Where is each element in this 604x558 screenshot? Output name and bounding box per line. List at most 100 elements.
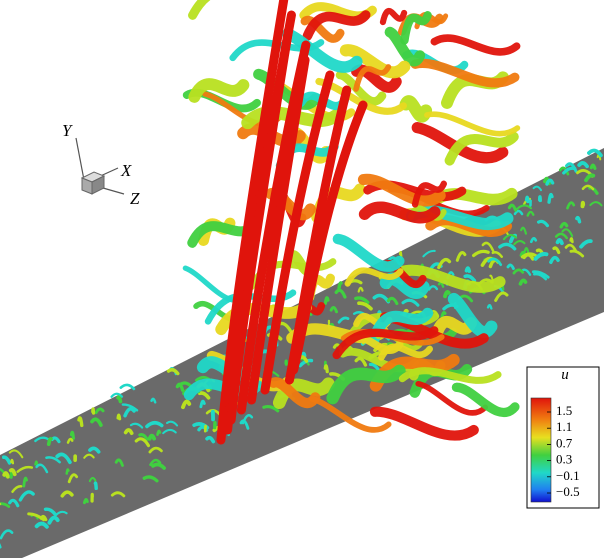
vortex-tube — [444, 131, 519, 166]
small-vortex — [50, 436, 61, 444]
red-streak — [247, 55, 310, 405]
vortex-tube — [282, 28, 363, 73]
small-vortex — [34, 460, 39, 466]
small-vortex — [368, 362, 381, 372]
colorbar-tick-label: 1.5 — [556, 403, 572, 418]
small-vortex — [151, 462, 166, 470]
vortex-tube — [302, 10, 371, 41]
red-streak — [236, 40, 311, 415]
small-vortex — [181, 399, 192, 410]
small-vortex — [1, 455, 12, 465]
small-vortex — [569, 237, 574, 244]
small-vortex — [481, 241, 495, 252]
small-vortex — [35, 463, 49, 474]
small-vortex — [83, 453, 95, 459]
vortex-tube — [344, 267, 404, 287]
small-vortex — [94, 407, 105, 415]
small-vortex — [589, 163, 597, 170]
vortex-tube — [300, 15, 345, 43]
small-vortex — [537, 195, 543, 203]
small-vortex — [123, 428, 134, 435]
vortex-tube — [353, 64, 392, 92]
small-vortex — [357, 301, 373, 311]
small-vortex — [147, 433, 157, 441]
small-vortex — [205, 435, 216, 444]
y-label: Y — [62, 121, 73, 140]
vortex-tube — [379, 7, 408, 26]
small-vortex — [555, 238, 564, 246]
small-vortex — [506, 263, 515, 271]
colorbar: u 1.51.10.7 0.3−0.1−0.5 — [526, 366, 600, 509]
small-vortex — [90, 417, 103, 427]
small-vortex — [16, 465, 34, 473]
vortex-tube — [411, 180, 447, 208]
vortex-tube — [430, 316, 477, 340]
small-vortex — [463, 274, 477, 283]
small-vortex — [337, 316, 350, 324]
small-vortex — [401, 298, 420, 307]
small-vortex — [471, 249, 490, 258]
small-vortex — [443, 290, 451, 299]
small-vortex — [119, 383, 136, 391]
small-vortex — [533, 252, 549, 261]
small-vortex — [323, 296, 330, 305]
small-vortex — [577, 161, 589, 169]
small-vortex — [354, 356, 368, 367]
small-vortex — [558, 166, 570, 176]
small-vortex — [27, 512, 46, 522]
small-vortex — [88, 476, 97, 483]
y-axis — [75, 137, 85, 181]
vortex-tube — [326, 364, 406, 405]
z-label: Z — [130, 189, 140, 208]
small-vortex — [60, 490, 74, 498]
red-streak — [260, 70, 335, 395]
small-vortex — [22, 476, 28, 488]
small-vortex — [554, 232, 568, 240]
small-vortex — [0, 529, 14, 540]
small-vortex — [8, 498, 20, 508]
small-vortex — [11, 485, 23, 494]
vortex-tube — [395, 264, 506, 293]
small-vortex — [552, 246, 561, 255]
colorbar-tick-label: −0.5 — [556, 484, 580, 499]
small-vortex — [199, 399, 206, 409]
small-vortex — [162, 428, 177, 435]
colorbar-tick-label: 0.7 — [556, 435, 573, 450]
small-vortex — [547, 192, 554, 204]
small-vortex — [507, 203, 518, 212]
small-vortex — [77, 416, 84, 428]
small-vortex — [357, 286, 364, 293]
small-vortex — [10, 458, 15, 465]
small-vortex — [569, 249, 585, 258]
small-vortex — [156, 429, 162, 436]
small-vortex — [337, 281, 343, 290]
small-vortex — [494, 291, 509, 302]
vortex-tube — [430, 34, 521, 56]
small-vortex — [455, 251, 467, 262]
colorbar-tick-label: 1.1 — [556, 419, 572, 434]
small-vortex — [2, 471, 10, 479]
vortex-tube — [398, 367, 502, 384]
small-vortex — [549, 255, 560, 265]
small-vortex — [513, 240, 526, 246]
small-vortex — [8, 449, 24, 459]
small-vortex — [116, 413, 122, 421]
small-vortex — [522, 268, 532, 276]
small-vortex — [47, 515, 60, 525]
small-vortex — [427, 285, 439, 291]
small-vortex — [88, 446, 101, 454]
small-vortex — [121, 403, 139, 412]
small-vortex — [45, 456, 61, 464]
small-vortex — [166, 420, 179, 427]
small-vortex — [145, 420, 164, 429]
small-vortex — [67, 473, 79, 484]
small-vortex — [150, 397, 157, 404]
small-vortex — [529, 237, 538, 244]
small-vortex — [91, 407, 96, 415]
vortex-tube — [367, 307, 434, 347]
small-vortex — [148, 446, 163, 454]
small-vortex — [46, 437, 53, 447]
colorbar-tick-label: 0.3 — [556, 452, 572, 467]
small-vortex — [575, 215, 582, 224]
